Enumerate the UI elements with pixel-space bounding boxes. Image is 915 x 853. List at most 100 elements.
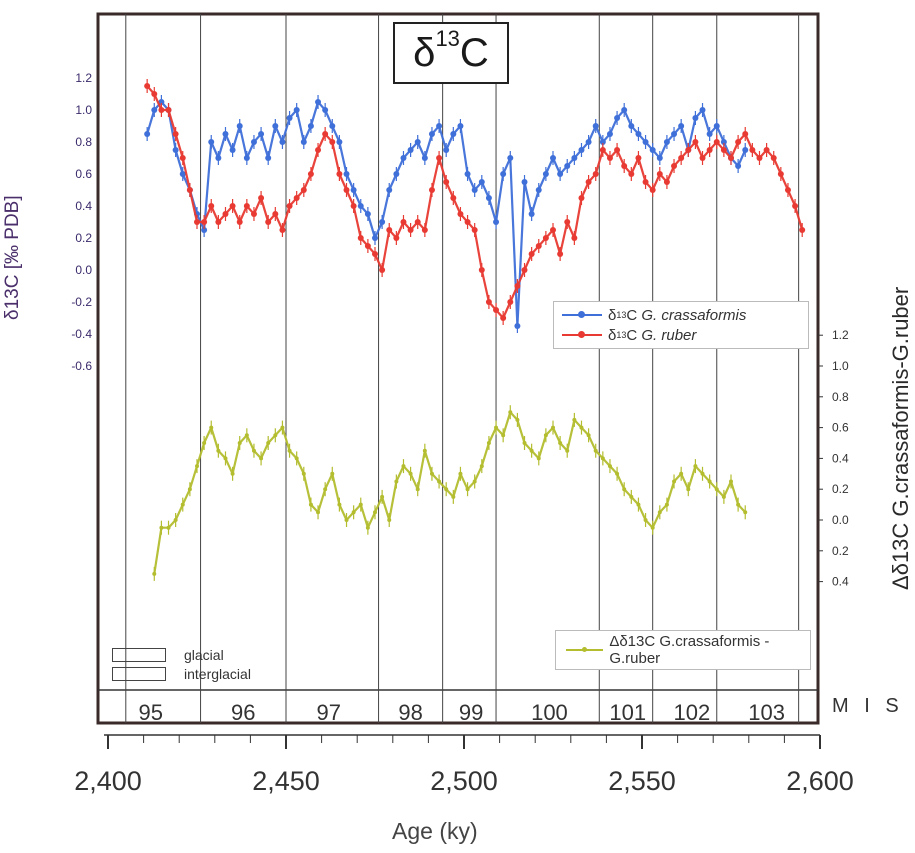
data-point [307,123,314,129]
legend-label-delta: Δδ13C G.crassaformis - G.ruber [609,633,770,667]
data-point [316,510,321,515]
data-point [187,487,192,492]
data-point [243,203,250,209]
data-point [215,219,222,225]
data-point [159,525,164,530]
legend-label-interglacial: interglacial [184,665,251,682]
data-point [507,299,514,305]
data-point [222,131,229,137]
data-point [606,155,613,161]
data-point [485,299,492,305]
data-point [394,479,399,484]
data-point [286,203,293,209]
data-point [229,147,236,153]
data-point [166,525,171,530]
data-point [372,235,378,241]
y-tick-label-right: 0.6 [832,421,849,435]
y-tick-label-left: 1.0 [75,103,92,117]
data-point [194,219,200,225]
legend-lower: Δδ13C G.crassaformis - G.ruber [555,630,811,670]
data-point [528,251,535,257]
data-point [293,195,300,201]
data-point [493,219,500,225]
data-point [415,487,420,492]
data-point [536,456,541,461]
data-point [259,456,264,461]
data-point [543,433,548,438]
x-tick-label: 2,550 [608,766,676,796]
mis-stage-label: 96 [231,700,256,725]
mis-stage-label: 102 [673,700,711,725]
data-point [599,139,606,145]
data-point [344,518,349,522]
y-tick-label-right: 1.2 [832,328,849,342]
data-point [529,448,534,453]
data-point [343,187,350,193]
data-point [493,307,500,313]
data-point [528,211,535,217]
data-point [571,235,578,241]
data-point [494,425,499,430]
data-point [699,107,706,113]
data-point [364,243,371,249]
data-point [230,471,235,476]
data-point [542,171,549,177]
data-point [635,155,642,161]
data-point [201,227,208,233]
mis-stage-label: 95 [138,700,163,725]
data-point [564,219,571,225]
x-tick-label: 2,400 [74,766,142,796]
data-point [600,456,605,461]
data-point [706,147,713,153]
legend-upper: δ 13 C G. crassaformis δ 13 C G. ruber [553,301,809,349]
data-point [586,433,591,438]
data-point [322,131,329,137]
data-point [265,155,272,161]
data-point [720,147,727,153]
data-point [508,410,513,415]
mis-stage-label: 100 [531,700,568,725]
data-point [615,471,620,476]
series-line-1 [146,85,804,320]
data-point [357,235,364,241]
data-point [358,502,363,507]
data-point [663,139,670,145]
data-point [386,227,393,233]
data-point [401,464,406,469]
data-point [706,131,713,137]
data-point [614,115,621,121]
data-point [365,525,370,530]
y-tick-label-right: 0.4 [832,451,849,465]
data-point [336,139,343,145]
data-point [315,147,322,153]
data-point [351,510,356,515]
data-point [237,441,242,445]
data-point [579,425,584,430]
data-point [693,464,698,469]
data-point [501,433,506,438]
data-point [280,425,285,430]
data-point [671,131,678,137]
data-point [707,479,712,484]
data-point [428,187,435,193]
data-point [343,171,350,177]
data-point [557,251,564,257]
data-point [450,195,457,201]
data-point [542,235,549,241]
data-point [380,494,385,499]
data-point [742,147,749,153]
data-point [451,494,456,499]
data-point [421,155,428,161]
y-axis-label-left: δ13C [‰ PDB] [2,195,23,320]
data-point [300,139,307,145]
data-point [714,487,719,492]
data-point [664,502,669,507]
data-point [428,131,435,137]
data-point [364,211,371,217]
data-point [300,187,307,193]
data-point [215,155,222,161]
data-point [337,502,342,507]
data-point [258,195,265,201]
data-point [393,235,400,241]
data-point [522,441,527,445]
